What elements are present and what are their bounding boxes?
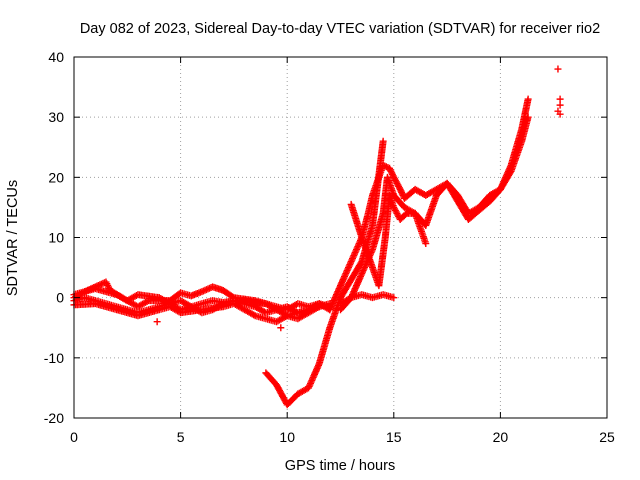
- data-point: [364, 211, 372, 219]
- data-point: [325, 325, 333, 333]
- data-point: [260, 299, 268, 307]
- data-point: [382, 163, 390, 171]
- data-point: [282, 313, 290, 321]
- data-point: [419, 190, 427, 198]
- data-point: [250, 311, 258, 319]
- data-point: [505, 170, 513, 178]
- data-point: [493, 187, 501, 195]
- data-point: [388, 170, 396, 178]
- y-tick-label: -10: [44, 350, 64, 366]
- y-tick-label: 40: [48, 49, 64, 65]
- data-point: [120, 295, 128, 303]
- data-point: [218, 303, 226, 311]
- data-point: [313, 303, 321, 311]
- series-trace-i: [337, 291, 398, 308]
- data-point: [368, 262, 376, 270]
- data-point: [556, 110, 564, 118]
- data-point: [301, 386, 309, 394]
- y-axis-label: SDTVAR / TECUs: [5, 180, 21, 296]
- data-point: [277, 324, 285, 332]
- data-point: [429, 187, 437, 195]
- data-point: [388, 293, 396, 301]
- data-point: [154, 306, 162, 314]
- x-tick-label: 10: [279, 429, 295, 445]
- data-point: [346, 295, 354, 303]
- data-point: [280, 313, 288, 321]
- y-tick-label: 20: [48, 169, 64, 185]
- data-point: [196, 288, 204, 296]
- data-point: [400, 212, 408, 220]
- x-axis-label: GPS time / hours: [285, 458, 395, 474]
- data-series: [70, 65, 564, 409]
- y-tick-label: 0: [56, 290, 64, 306]
- data-point: [421, 238, 429, 246]
- data-point: [303, 306, 311, 314]
- data-point: [389, 202, 397, 210]
- data-point: [517, 139, 525, 147]
- data-point: [344, 295, 352, 303]
- series-trace-h: [262, 137, 387, 409]
- data-point: [346, 278, 354, 286]
- x-tick-label: 5: [177, 429, 185, 445]
- chart-title: Day 082 of 2023, Sidereal Day-to-day VTE…: [80, 21, 600, 37]
- data-point: [556, 101, 564, 109]
- y-tick-label: 10: [48, 230, 64, 246]
- data-point: [452, 189, 460, 197]
- data-point: [259, 307, 267, 315]
- axis-ticks: 0 5 10 15 20 25 -20 -10 0 10 20 30 40: [44, 49, 615, 445]
- x-tick-label: 20: [493, 429, 509, 445]
- data-point: [270, 379, 278, 387]
- data-point: [153, 318, 161, 326]
- data-point: [154, 293, 162, 301]
- data-point: [395, 182, 403, 190]
- data-point: [292, 309, 300, 317]
- data-point: [111, 305, 119, 313]
- data-point: [291, 392, 299, 400]
- grid: [74, 57, 607, 418]
- data-point: [174, 291, 182, 299]
- data-point: [79, 288, 87, 296]
- y-tick-label: 30: [48, 109, 64, 125]
- data-point: [142, 298, 150, 306]
- data-point: [131, 301, 139, 309]
- data-point: [174, 307, 182, 315]
- data-point: [484, 194, 492, 202]
- data-point: [315, 361, 323, 369]
- data-point: [356, 260, 364, 268]
- data-point: [227, 292, 235, 300]
- data-point: [398, 201, 406, 209]
- data-point: [472, 205, 480, 213]
- series-outliers: [153, 65, 564, 332]
- data-point: [554, 65, 562, 73]
- x-tick-label: 25: [599, 429, 615, 445]
- data-point: [357, 232, 365, 240]
- data-point: [379, 139, 387, 147]
- data-point: [524, 115, 532, 123]
- series-trace-d: [70, 300, 323, 326]
- y-tick-label: -20: [44, 410, 64, 426]
- data-point: [556, 95, 564, 103]
- x-tick-label: 0: [70, 429, 78, 445]
- data-point: [143, 298, 151, 306]
- data-point: [131, 292, 139, 300]
- data-point: [368, 247, 376, 255]
- x-tick-label: 15: [386, 429, 402, 445]
- data-point: [260, 314, 268, 322]
- data-point: [238, 304, 246, 312]
- data-point: [111, 290, 119, 298]
- data-point: [524, 97, 532, 105]
- data-point: [248, 310, 256, 318]
- data-point: [269, 304, 277, 312]
- data-point: [417, 226, 425, 234]
